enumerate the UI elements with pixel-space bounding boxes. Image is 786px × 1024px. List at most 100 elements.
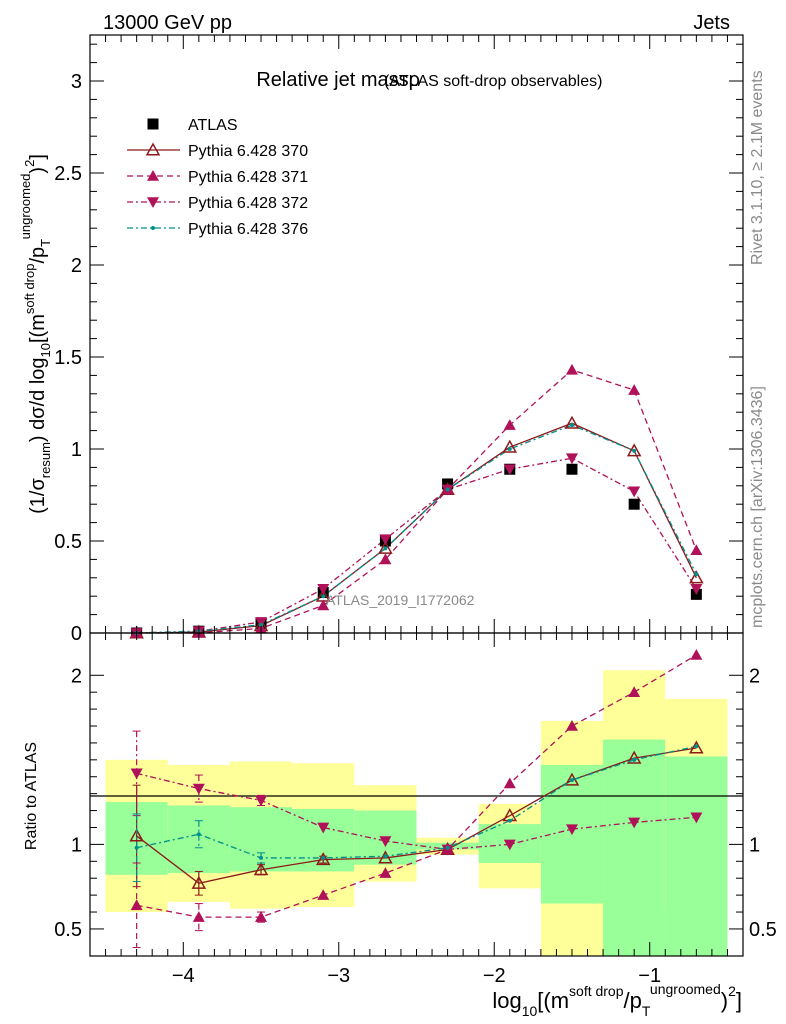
ratio-point-s3 (632, 757, 637, 762)
data-point-s2 (379, 553, 392, 565)
ratio-point-s2 (441, 844, 454, 856)
main-y-tick-label: 1 (71, 439, 82, 461)
ratio-point-s3 (196, 832, 201, 837)
ratio-point-s2 (317, 822, 330, 834)
data-point-s4 (569, 423, 574, 428)
main-y-tick-label: 2 (71, 255, 82, 277)
main-y-tick-label: 0.5 (54, 531, 82, 553)
ratio-line-1 (136, 654, 697, 918)
data-point-s2 (565, 363, 578, 375)
ratio-point-s1 (130, 899, 143, 911)
ratio-point-s3 (259, 855, 264, 860)
data-point-s4 (445, 487, 450, 492)
ratio-y-tick-label: 2 (71, 665, 82, 687)
svg-text:log10[(msoft drop/pTungroomed): log10[(msoft drop/pTungroomed)2] (492, 981, 742, 1019)
data-point-s4 (321, 594, 326, 599)
main-y-tick-label: 1.5 (54, 347, 82, 369)
ratio-point-s3 (694, 744, 699, 749)
data-point-s1 (564, 415, 580, 429)
ratio-point-s2 (565, 824, 578, 836)
ratio-point-s3 (321, 855, 326, 860)
data-point-s0 (628, 498, 640, 510)
ratio-point-s0 (191, 875, 207, 889)
data-point-s3 (565, 453, 578, 465)
data-point-s2 (690, 544, 703, 555)
ratio-point-s1 (255, 911, 268, 922)
ratio-point-s0 (626, 750, 642, 764)
legend-marker (147, 118, 159, 130)
ratio-panel: 0.5 0.5 1 1 2 2 −4 −3 −2 −1 (54, 632, 777, 987)
ratio-point-s1 (192, 911, 205, 922)
main-y-axis-title: (1/σresum) dσ/d log10[(msoft drop/pTungr… (18, 154, 53, 514)
legend: ATLAS Pythia 6.428 370 Pythia 6.428 371 Pyt… (127, 117, 308, 238)
category-label: Jets (693, 12, 730, 34)
ratio-point-s2 (130, 768, 143, 780)
ratio-point-s3 (507, 818, 512, 823)
data-point-s2 (503, 419, 516, 430)
ratio-point-s2 (690, 812, 703, 824)
legend-marker (147, 197, 159, 208)
ratio-line-3 (136, 745, 697, 859)
chart-title: Relative jet massρ (256, 69, 420, 91)
ratio-point-s0 (378, 850, 393, 864)
green-band-bin (665, 756, 728, 956)
ratio-point-s1 (379, 867, 392, 878)
data-point-s3 (628, 486, 641, 498)
ratio-line-0 (136, 747, 697, 884)
data-point-s2 (628, 384, 641, 395)
legend-label: Pythia 6.428 370 (188, 143, 308, 160)
chart-subtitle: (ATLAS soft-drop observables) (384, 73, 602, 90)
data-point-s0 (566, 463, 578, 475)
data-point-s3 (690, 584, 703, 595)
x-tick-label: −3 (327, 965, 350, 987)
ratio-y-axis: 0.5 0.5 1 1 2 2 (54, 665, 777, 941)
ratio-y-tick-label-right: 1 (749, 834, 760, 856)
analysis-watermark: ATLAS_2019_I1772062 (326, 592, 475, 608)
data-point-s3 (503, 464, 516, 476)
ratio-line-2 (136, 772, 697, 851)
ratio-y-tick-label-right: 2 (749, 665, 760, 687)
legend-marker (151, 226, 155, 230)
ratio-point-s1 (628, 686, 641, 697)
legend-marker (145, 142, 161, 156)
ratio-series-layer (129, 648, 704, 949)
ratio-y-tick-label: 1 (71, 834, 82, 856)
ratio-point-s3 (569, 778, 574, 783)
data-point-s1 (378, 540, 393, 554)
data-point-s1 (689, 570, 704, 584)
main-y-tick-label: 0 (71, 623, 82, 645)
x-tick-label: −4 (172, 965, 195, 987)
ratio-point-s2 (628, 817, 641, 829)
x-axis-title: log10[(msoft drop/pTungroomed)2] (492, 981, 742, 1019)
ratio-point-s0 (689, 740, 704, 754)
ratio-point-s2 (379, 836, 392, 848)
data-point-s4 (632, 448, 637, 453)
legend-label: ATLAS (188, 117, 238, 134)
ratio-point-s1 (690, 648, 703, 660)
ratio-point-s1 (317, 889, 330, 900)
data-point-s4 (507, 447, 512, 451)
ratio-point-s0 (315, 852, 331, 866)
ratio-point-s2 (503, 839, 516, 851)
ratio-point-s1 (503, 777, 516, 789)
data-point-s2 (317, 599, 330, 611)
x-axis: −4 −3 −2 −1 (89, 633, 744, 987)
source-label: mcplots.cern.ch [arXiv:1306.3436] (749, 386, 766, 628)
legend-label: Pythia 6.428 376 (188, 221, 308, 238)
ratio-point-s0 (129, 828, 144, 842)
data-point-s4 (259, 622, 264, 627)
ratio-point-s3 (383, 854, 388, 859)
main-y-axis: 0 0.5 1 1.5 2 2.5 3 (54, 43, 743, 645)
main-x-axis (89, 35, 744, 633)
ratio-point-s2 (255, 795, 268, 807)
data-point-s4 (694, 572, 699, 577)
rivet-label: Rivet 3.1.10, ≥ 2.1M events (749, 70, 766, 265)
legend-marker (147, 170, 159, 181)
ratio-y-axis-title: Ratio to ATLAS (23, 742, 40, 850)
ratio-point-s2 (192, 783, 205, 795)
data-point-s1 (502, 439, 518, 453)
ratio-point-s3 (134, 845, 139, 850)
green-band-bin (603, 739, 666, 956)
data-point-s4 (383, 546, 388, 551)
data-point-s3 (317, 584, 330, 595)
